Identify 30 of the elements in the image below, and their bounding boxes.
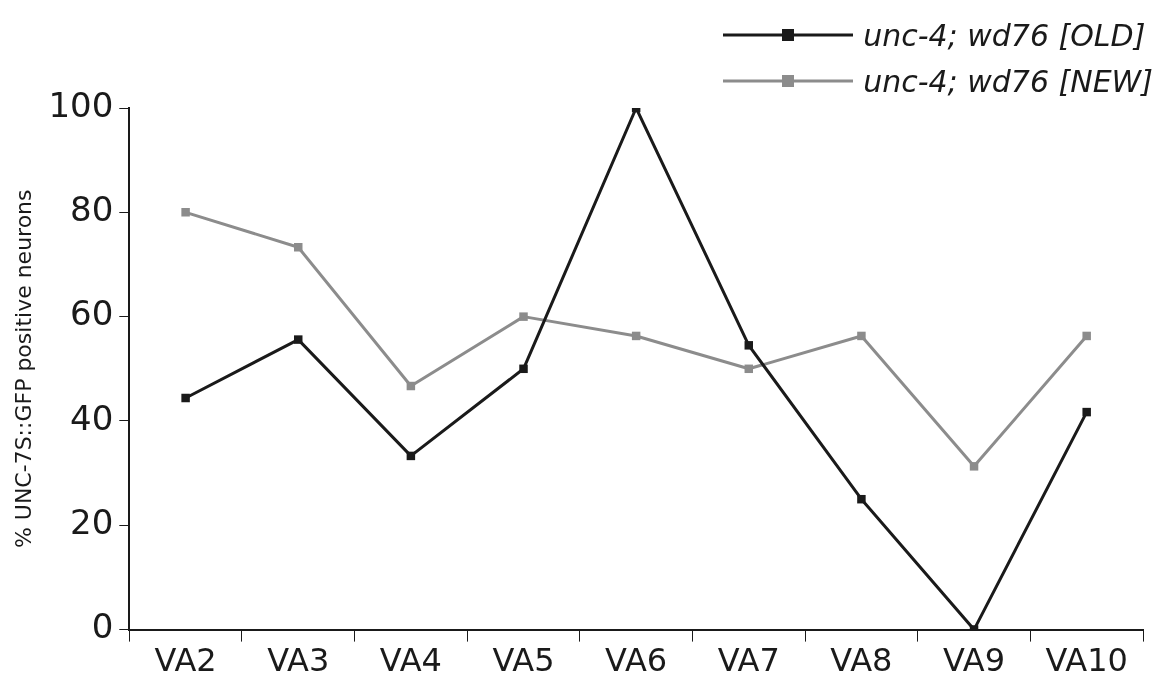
point <box>857 494 866 504</box>
y-axis-title: % UNC-7S::GFP positive neurons <box>10 189 36 549</box>
point <box>181 393 190 403</box>
point <box>519 364 528 374</box>
point <box>294 243 303 252</box>
point <box>294 335 303 344</box>
x-tick-label: VA5 <box>492 641 555 680</box>
legend-label: unc-4; wd76 [NEW] <box>863 63 1153 99</box>
point <box>857 331 866 341</box>
point <box>744 341 754 350</box>
y-tick-label: 60 <box>70 293 114 334</box>
x-tick-label: VA10 <box>1045 641 1128 680</box>
y-tick-label: 0 <box>91 606 114 647</box>
x-tick-label: VA7 <box>717 641 780 680</box>
point <box>969 462 979 471</box>
y-tick-label: 80 <box>70 189 114 230</box>
y-tick-label: 40 <box>70 397 114 438</box>
x-tick-label: VA2 <box>154 641 217 680</box>
x-tick-label: VA3 <box>267 641 330 680</box>
point <box>1082 407 1091 417</box>
point <box>519 312 528 321</box>
legend-label: unc-4; wd76 [OLD] <box>863 17 1146 53</box>
x-tick-label: VA4 <box>379 641 442 680</box>
x-tick-label: VA6 <box>605 641 668 680</box>
x-tick-label: VA9 <box>943 641 1006 680</box>
point <box>181 208 190 217</box>
x-tick-label: VA8 <box>830 641 893 680</box>
y-tick-label: 20 <box>70 502 114 543</box>
point <box>1082 331 1091 341</box>
y-tick-label: 100 <box>48 84 114 125</box>
